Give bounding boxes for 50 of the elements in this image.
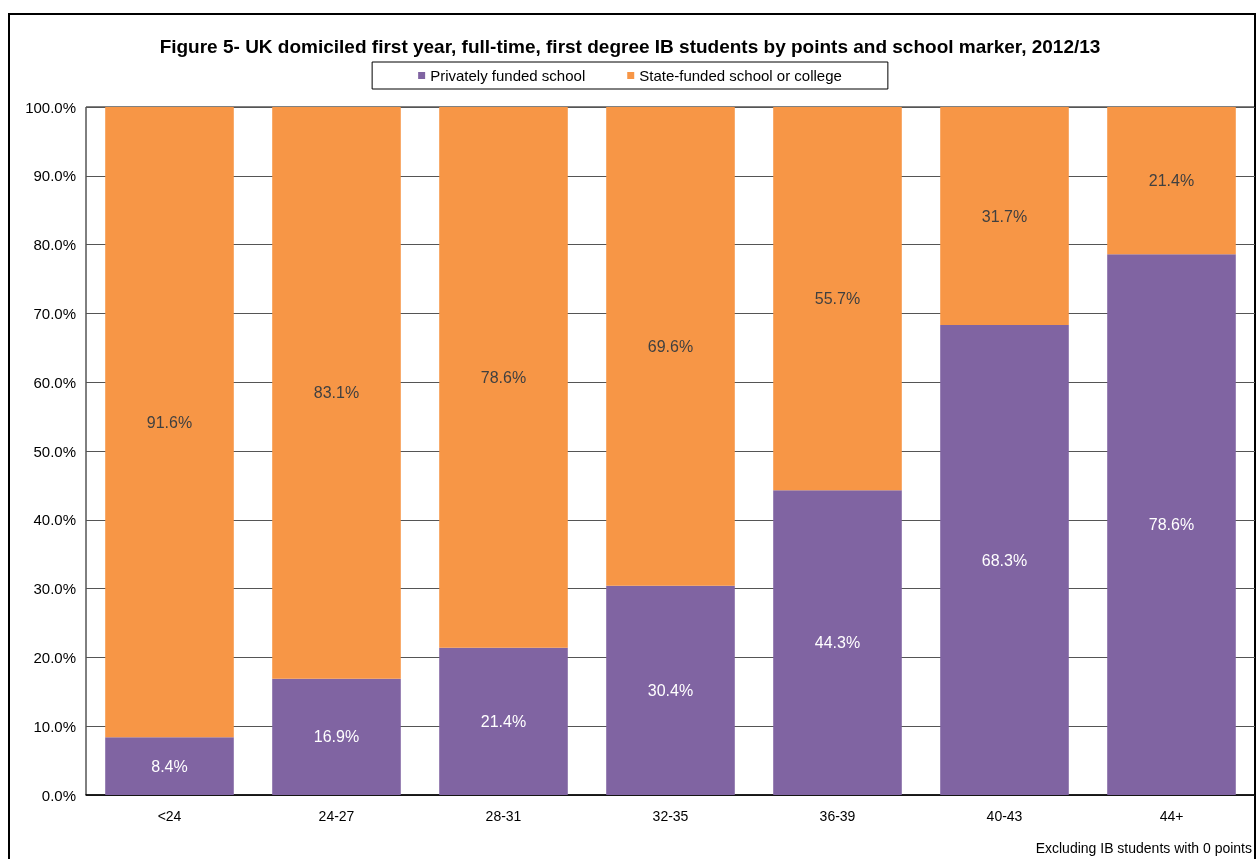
bar — [773, 490, 902, 795]
chart-title: Figure 5- UK domiciled first year, full-time, first degree IB students by points and school marker, 2012/13 — [159, 36, 1101, 57]
y-tick-label: 20.0% — [33, 648, 76, 666]
data-label: 78.6% — [1148, 516, 1195, 534]
data-label: 55.7% — [814, 290, 861, 308]
x-tick-label: 44+ — [1159, 808, 1184, 824]
bar — [606, 107, 735, 586]
x-tick-label: 40-43 — [986, 808, 1023, 824]
data-label: 78.6% — [480, 368, 527, 386]
y-tick-label: 40.0% — [33, 511, 76, 529]
x-tick-label: 28-31 — [485, 808, 522, 824]
data-label: 31.7% — [981, 207, 1028, 225]
bar — [773, 107, 902, 491]
bar — [606, 585, 735, 795]
bar — [940, 107, 1069, 326]
data-label: 21.4% — [1148, 172, 1195, 190]
y-tick-label: 50.0% — [33, 442, 76, 460]
legend-label: State-funded school or college — [639, 67, 842, 84]
data-label: 44.3% — [814, 634, 861, 652]
data-label: 69.6% — [647, 337, 694, 355]
bar — [272, 678, 401, 795]
data-label: 21.4% — [480, 712, 527, 730]
data-label: 16.9% — [313, 728, 360, 746]
y-tick-label: 90.0% — [33, 167, 76, 185]
data-label: 68.3% — [981, 551, 1028, 569]
y-tick-label: 100.0% — [25, 98, 76, 116]
y-tick-label: 30.0% — [33, 580, 76, 598]
x-tick-label: <24 — [157, 808, 182, 824]
text: Excluding IB students with 0 points — [1035, 840, 1252, 856]
x-tick-label: 24-27 — [318, 808, 355, 824]
bar — [272, 107, 401, 679]
y-tick-label: 60.0% — [33, 373, 76, 391]
legend-label: Privately funded school — [430, 67, 586, 84]
x-tick-label: 36-39 — [819, 808, 856, 824]
bar — [439, 647, 568, 795]
data-label: 30.4% — [647, 681, 694, 699]
data-label: 91.6% — [146, 413, 193, 431]
y-tick-label: 80.0% — [33, 236, 76, 254]
y-tick-label: 0.0% — [41, 786, 76, 804]
bar — [105, 107, 234, 738]
y-tick-label: 10.0% — [33, 717, 76, 735]
bar — [1107, 107, 1236, 255]
data-label: 8.4% — [151, 757, 188, 775]
bar — [439, 107, 568, 648]
data-label: 83.1% — [313, 384, 360, 402]
bar — [105, 737, 234, 795]
bar — [940, 325, 1069, 795]
y-tick-label: 70.0% — [33, 304, 76, 322]
bar — [1107, 254, 1236, 795]
x-tick-label: 32-35 — [652, 808, 689, 824]
